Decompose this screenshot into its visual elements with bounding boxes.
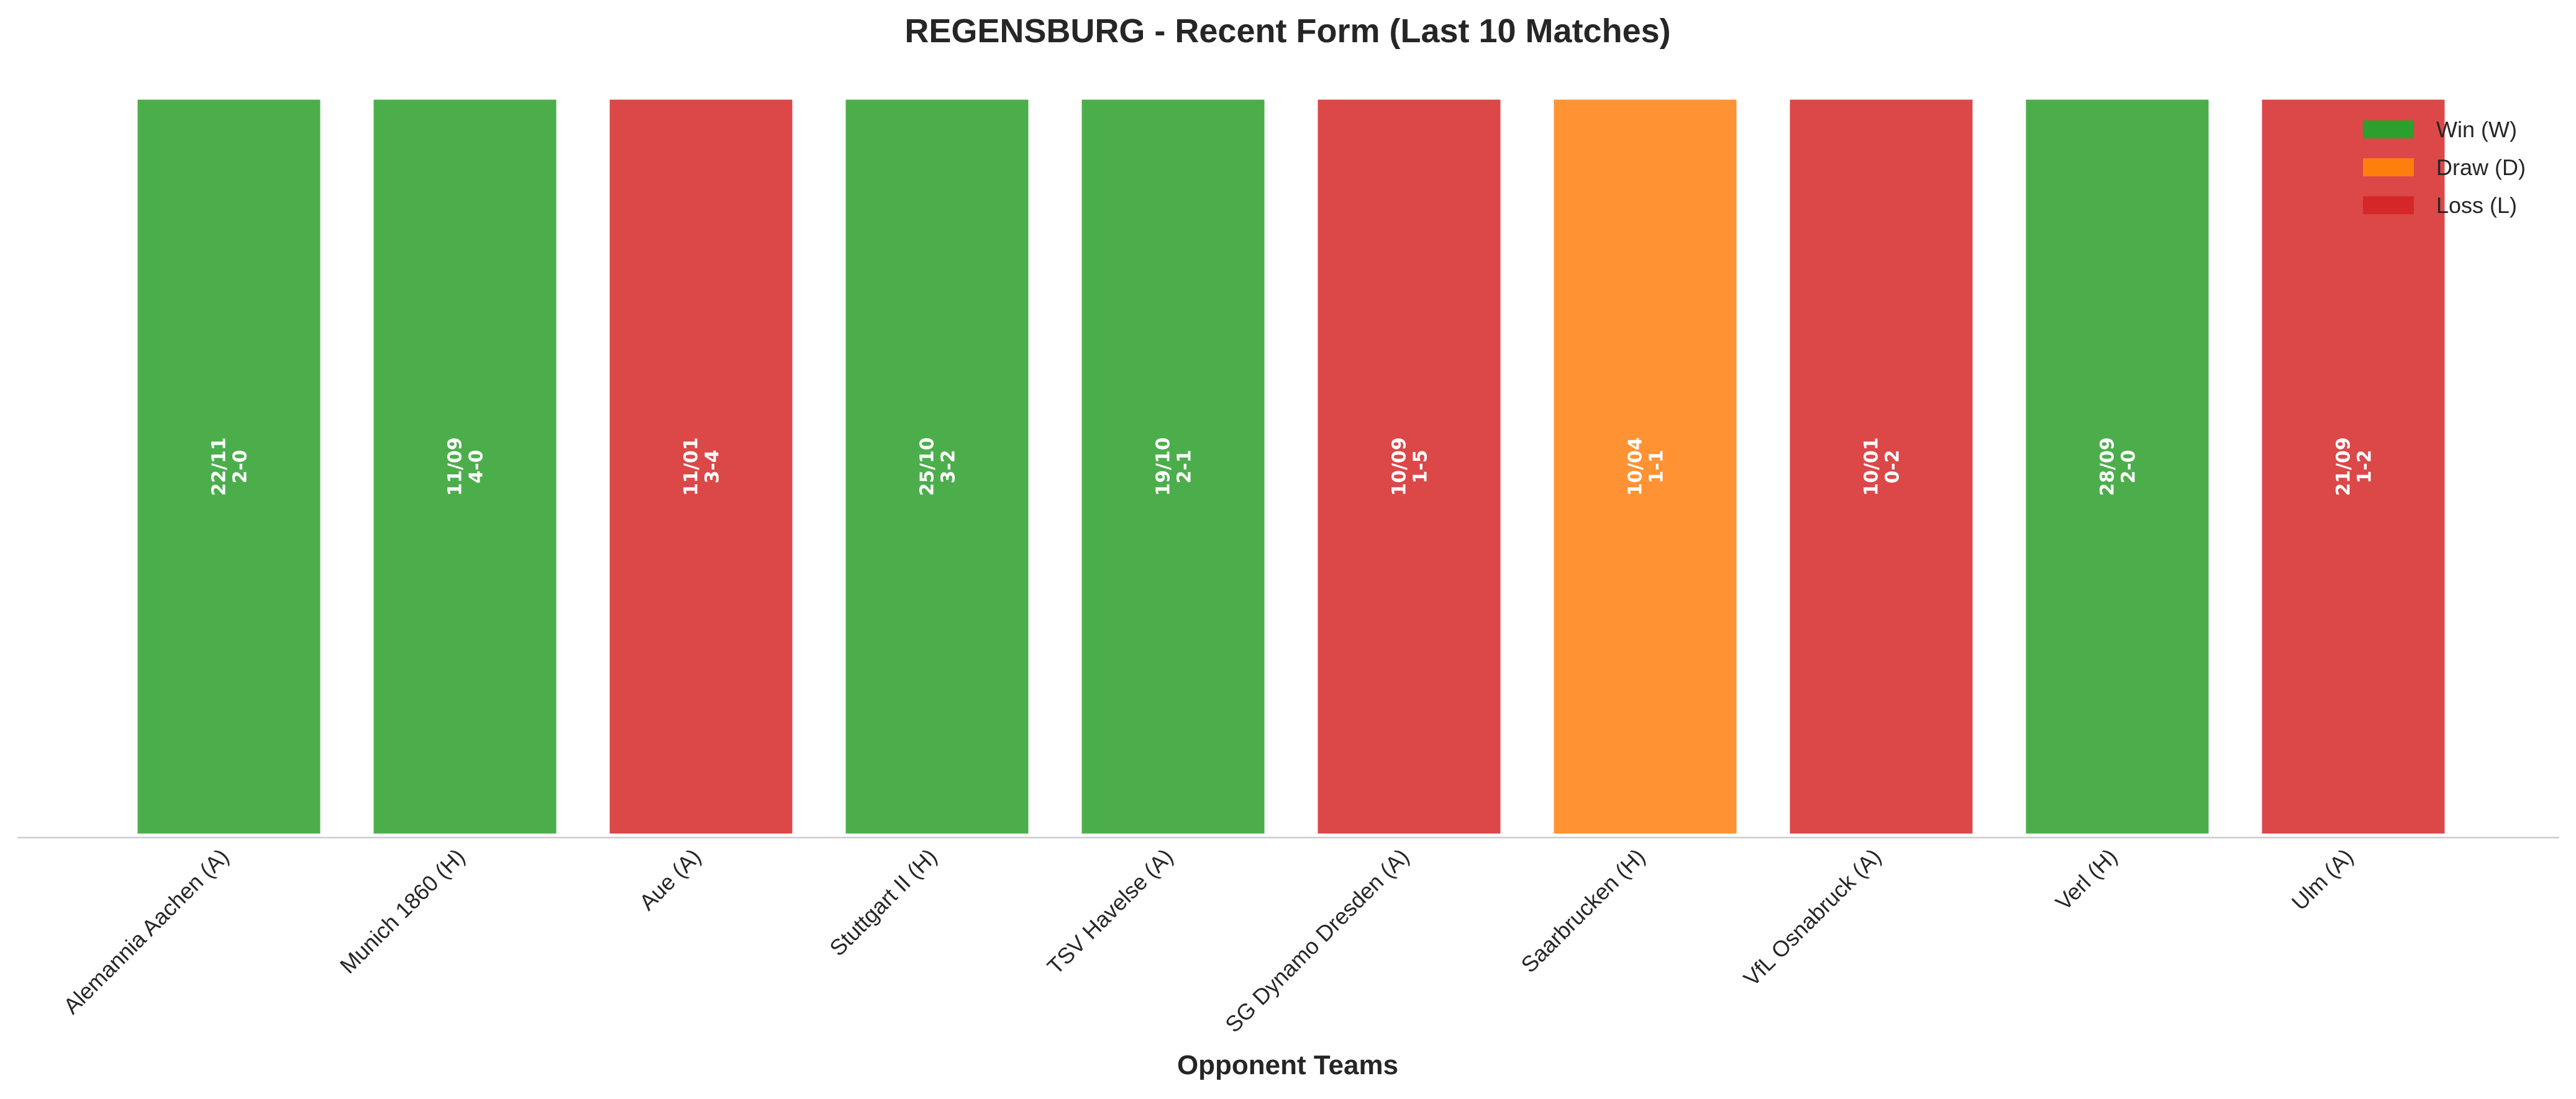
bar-date: 21/09	[2333, 437, 2355, 495]
bar-label-8: 10/010-2	[1861, 437, 1904, 495]
bar-score: 3-4	[702, 450, 724, 483]
bar-1	[134, 96, 324, 837]
legend-label-l: Loss (L)	[2436, 192, 2517, 218]
bar-score: 2-0	[2118, 450, 2140, 483]
bar-date: 10/01	[1861, 437, 1883, 495]
bar-date: 19/10	[1153, 437, 1175, 495]
legend: Win (W) Draw (D) Loss (L)	[2363, 117, 2526, 218]
bar-date: 10/09	[1389, 437, 1411, 495]
bar-score: 1-1	[1646, 450, 1668, 483]
bar-score: 3-2	[938, 450, 960, 483]
bar-label-6: 10/091-5	[1389, 437, 1432, 495]
x-axis-label: Opponent Teams	[1177, 1050, 1398, 1080]
bar-date: 25/10	[917, 437, 939, 495]
bar-3	[606, 96, 796, 837]
bar-label-5: 19/102-1	[1153, 437, 1196, 495]
legend-label-d: Draw (D)	[2436, 155, 2526, 180]
x-tick-label: VfL Osnabruck (A)	[1739, 844, 1886, 991]
bar-5	[1078, 96, 1268, 837]
x-tick-label: Verl (H)	[2050, 844, 2122, 915]
bar-label-4: 25/103-2	[917, 437, 960, 495]
bar-label-7: 10/041-1	[1625, 437, 1668, 495]
bar-8	[1786, 96, 1976, 837]
bar-2	[370, 96, 560, 837]
bar-label-9: 28/092-0	[2097, 437, 2140, 495]
bar-score: 1-2	[2354, 450, 2376, 483]
chart-title: REGENSBURG - Recent Form (Last 10 Matche…	[904, 12, 1670, 50]
bar-score: 2-0	[230, 450, 252, 483]
bar-7	[1550, 96, 1740, 837]
bar-date: 28/09	[2097, 437, 2119, 495]
x-tick-label: Saarbrucken (H)	[1516, 844, 1650, 978]
x-tick-label: Alemannia Aachen (A)	[58, 844, 234, 1019]
bar-label-10: 21/091-2	[2333, 437, 2376, 495]
bar-score: 2-1	[1174, 450, 1196, 483]
bar-label-3: 11/013-4	[681, 437, 724, 495]
legend-swatch-l	[2363, 196, 2414, 214]
x-tick-labels: Alemannia Aachen (A) Munich 1860 (H) Aue (…	[58, 844, 2358, 1038]
bar-score: 1-5	[1410, 450, 1432, 483]
x-tick-label: Munich 1860 (H)	[335, 844, 470, 979]
legend-swatch-w	[2363, 120, 2414, 138]
x-tick-label: Ulm (A)	[2287, 844, 2358, 915]
x-tick-label: Aue (A)	[634, 844, 706, 915]
bar-label-2: 11/094-0	[445, 437, 488, 495]
bar-4	[842, 96, 1032, 837]
bar-label-1: 22/112-0	[209, 437, 252, 495]
bar-9	[2023, 96, 2212, 837]
x-tick-label: Stuttgart II (H)	[824, 844, 942, 961]
bar-date: 22/11	[209, 437, 230, 495]
bar-10	[2259, 96, 2448, 837]
x-tick-label: TSV Havelse (A)	[1042, 844, 1178, 980]
bar-score: 4-0	[466, 450, 488, 483]
bar-6	[1314, 96, 1504, 837]
bars-group: 22/112-0 11/094-0 11/013-4 25/103-2 19/102-1…	[134, 96, 2448, 837]
legend-swatch-d	[2363, 158, 2414, 176]
bar-date: 11/01	[681, 437, 703, 495]
bar-date: 10/04	[1625, 437, 1647, 495]
legend-label-w: Win (W)	[2436, 117, 2517, 142]
x-tick-label: SG Dynamo Dresden (A)	[1220, 844, 1414, 1038]
bar-score: 0-2	[1882, 450, 1904, 483]
bar-date: 11/09	[445, 437, 467, 495]
